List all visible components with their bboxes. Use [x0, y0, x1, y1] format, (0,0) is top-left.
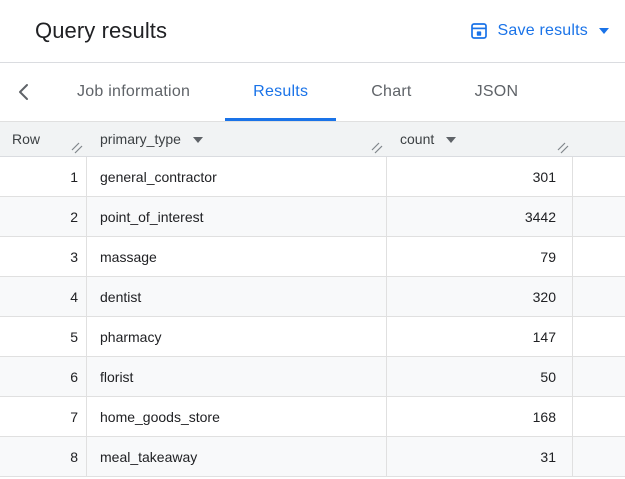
filler-cell [573, 277, 625, 316]
results-table: Row primary_type count 1 general_contrac… [0, 121, 625, 477]
save-results-label: Save results [497, 22, 588, 39]
filler-cell [573, 317, 625, 356]
table-body: 1 general_contractor 301 2 point_of_inte… [0, 157, 625, 477]
table-row[interactable]: 7 home_goods_store 168 [0, 397, 625, 437]
count-cell[interactable]: 301 [387, 157, 573, 196]
column-menu-caret-icon[interactable] [446, 137, 457, 143]
save-icon [469, 21, 489, 41]
tab-chart[interactable]: Chart [371, 83, 412, 100]
row-number-cell: 6 [0, 357, 87, 396]
row-number-cell: 5 [0, 317, 87, 356]
count-cell[interactable]: 3442 [387, 197, 573, 236]
column-header-count[interactable]: count [387, 122, 573, 156]
page-title: Query results [35, 18, 168, 43]
count-cell[interactable]: 79 [387, 237, 573, 276]
count-cell[interactable]: 168 [387, 397, 573, 436]
query-results-header: Query results Save results [0, 0, 625, 63]
column-header-row-label: Row [12, 131, 41, 147]
tab-json[interactable]: JSON [474, 83, 519, 100]
primary-type-cell[interactable]: massage [87, 237, 387, 276]
row-number-cell: 8 [0, 437, 87, 476]
row-number-cell: 4 [0, 277, 87, 316]
count-cell[interactable]: 320 [387, 277, 573, 316]
table-row[interactable]: 8 meal_takeaway 31 [0, 437, 625, 477]
column-header-primary-type-label: primary_type [100, 131, 181, 147]
primary-type-cell[interactable]: florist [87, 357, 387, 396]
column-menu-caret-icon[interactable] [192, 137, 203, 143]
column-resize-handle[interactable] [71, 142, 83, 154]
primary-type-cell[interactable]: dentist [87, 277, 387, 316]
row-number-cell: 7 [0, 397, 87, 436]
filler-cell [573, 357, 625, 396]
table-row[interactable]: 5 pharmacy 147 [0, 317, 625, 357]
column-header-filler [573, 122, 625, 156]
column-resize-handle[interactable] [557, 142, 569, 154]
results-tab-bar: Job information Results Chart JSON [0, 63, 625, 121]
back-chevron-button[interactable] [8, 63, 38, 121]
count-cell[interactable]: 147 [387, 317, 573, 356]
count-cell[interactable]: 31 [387, 437, 573, 476]
table-row[interactable]: 2 point_of_interest 3442 [0, 197, 625, 237]
filler-cell [573, 237, 625, 276]
row-number-cell: 2 [0, 197, 87, 236]
column-header-primary-type[interactable]: primary_type [87, 122, 387, 156]
filler-cell [573, 397, 625, 436]
tab-results[interactable]: Results [225, 63, 337, 121]
table-row[interactable]: 6 florist 50 [0, 357, 625, 397]
filler-cell [573, 157, 625, 196]
tab-list: Job information Results Chart JSON [49, 63, 546, 121]
column-resize-handle[interactable] [371, 142, 383, 154]
filler-cell [573, 437, 625, 476]
table-row[interactable]: 3 massage 79 [0, 237, 625, 277]
caret-down-icon [599, 28, 609, 34]
tab-job-information[interactable]: Job information [77, 83, 191, 100]
chevron-left-icon [18, 83, 29, 101]
primary-type-cell[interactable]: home_goods_store [87, 397, 387, 436]
count-cell[interactable]: 50 [387, 357, 573, 396]
primary-type-cell[interactable]: general_contractor [87, 157, 387, 196]
table-row[interactable]: 4 dentist 320 [0, 277, 625, 317]
row-number-cell: 1 [0, 157, 87, 196]
filler-cell [573, 197, 625, 236]
table-header-row: Row primary_type count [0, 121, 625, 157]
column-header-row: Row [0, 122, 87, 156]
column-header-count-label: count [400, 131, 435, 147]
primary-type-cell[interactable]: point_of_interest [87, 197, 387, 236]
table-row[interactable]: 1 general_contractor 301 [0, 157, 625, 197]
row-number-cell: 3 [0, 237, 87, 276]
save-results-button[interactable]: Save results [465, 15, 613, 47]
primary-type-cell[interactable]: pharmacy [87, 317, 387, 356]
primary-type-cell[interactable]: meal_takeaway [87, 437, 387, 476]
